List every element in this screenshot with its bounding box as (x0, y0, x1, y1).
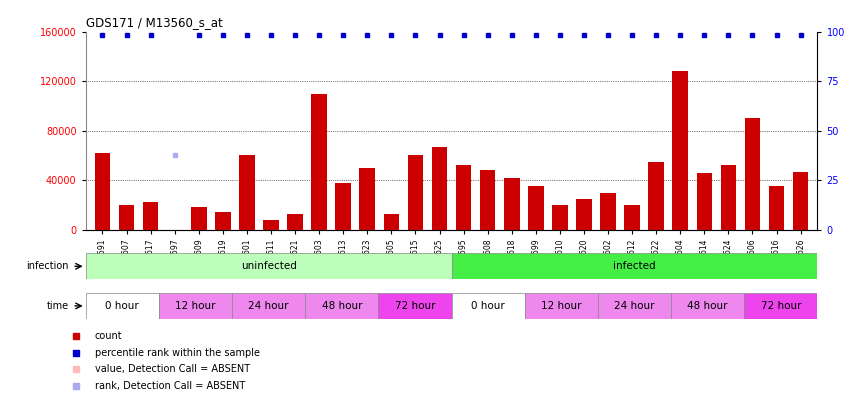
Bar (744, 293, 817, 319)
Text: 48 hour: 48 hour (322, 301, 362, 311)
Bar (480, 170, 496, 230)
Bar (86, 253, 452, 279)
Text: 12 hour: 12 hour (541, 301, 581, 311)
Text: 0 hour: 0 hour (105, 301, 139, 311)
Bar (383, 213, 399, 230)
Bar (552, 205, 568, 230)
Bar (721, 165, 736, 230)
Text: 72 hour: 72 hour (761, 301, 801, 311)
Bar (215, 212, 230, 230)
Text: uninfected: uninfected (241, 261, 296, 271)
Text: rank, Detection Call = ABSENT: rank, Detection Call = ABSENT (95, 381, 245, 391)
Bar (769, 187, 784, 230)
Bar (648, 162, 664, 230)
Text: value, Detection Call = ABSENT: value, Detection Call = ABSENT (95, 364, 250, 374)
Bar (528, 187, 544, 230)
Bar (239, 155, 255, 230)
Bar (671, 293, 744, 319)
Bar (378, 293, 452, 319)
Bar (191, 208, 206, 230)
Bar (407, 155, 423, 230)
Text: 72 hour: 72 hour (395, 301, 435, 311)
Bar (576, 199, 591, 230)
Text: 48 hour: 48 hour (687, 301, 728, 311)
Bar (159, 293, 232, 319)
Bar (306, 293, 378, 319)
Bar (793, 171, 808, 230)
Bar (452, 253, 817, 279)
Bar (624, 205, 640, 230)
Bar (86, 293, 159, 319)
Text: percentile rank within the sample: percentile rank within the sample (95, 348, 259, 358)
Text: 24 hour: 24 hour (248, 301, 288, 311)
Text: 0 hour: 0 hour (472, 301, 505, 311)
Bar (336, 183, 351, 230)
Bar (600, 192, 615, 230)
Bar (745, 118, 760, 230)
Text: infection: infection (26, 261, 68, 271)
Bar (697, 173, 712, 230)
Text: 12 hour: 12 hour (175, 301, 216, 311)
Bar (95, 153, 110, 230)
Text: time: time (46, 301, 68, 311)
Text: count: count (95, 331, 122, 341)
Bar (455, 165, 472, 230)
Bar (504, 178, 520, 230)
Bar (143, 202, 158, 230)
Bar (119, 205, 134, 230)
Bar (263, 220, 279, 230)
Bar (312, 93, 327, 230)
Bar (288, 213, 303, 230)
Text: 24 hour: 24 hour (615, 301, 655, 311)
Text: infected: infected (613, 261, 656, 271)
Text: GDS171 / M13560_s_at: GDS171 / M13560_s_at (86, 15, 223, 29)
Bar (360, 168, 375, 230)
Bar (452, 293, 525, 319)
Bar (431, 147, 448, 230)
Bar (232, 293, 305, 319)
Bar (597, 293, 671, 319)
Bar (673, 71, 688, 230)
Bar (525, 293, 597, 319)
